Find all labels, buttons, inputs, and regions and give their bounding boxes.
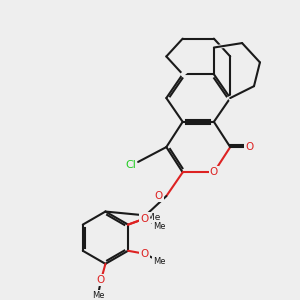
Text: O: O [140,214,148,224]
Text: O: O [140,249,148,259]
Text: O: O [245,142,254,152]
Text: O: O [210,167,218,177]
Text: Me: Me [153,257,166,266]
Text: O: O [97,275,105,285]
Text: OMe: OMe [141,213,161,222]
Text: Cl: Cl [125,160,136,170]
Text: Me: Me [92,290,104,299]
Text: Me: Me [153,222,166,231]
Text: O: O [155,191,163,201]
